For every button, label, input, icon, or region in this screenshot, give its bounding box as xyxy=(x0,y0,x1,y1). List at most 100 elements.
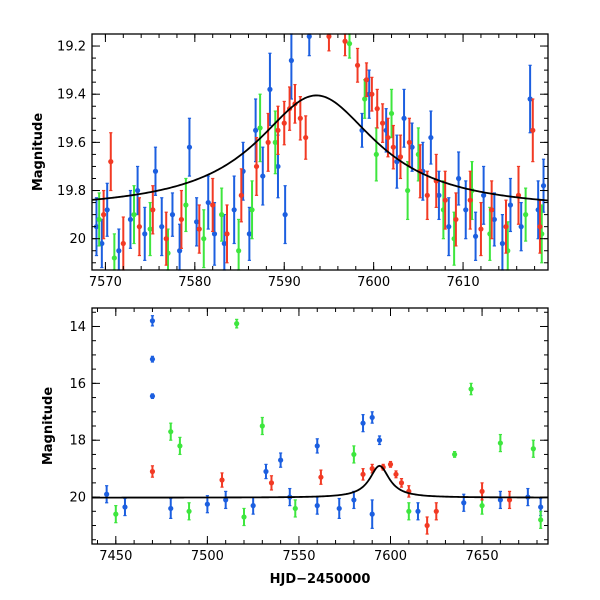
point-marker xyxy=(147,226,153,232)
point-marker xyxy=(268,480,275,486)
point-marker xyxy=(537,224,543,230)
point-marker xyxy=(497,440,503,446)
point-marker xyxy=(150,207,156,213)
point-marker xyxy=(219,477,225,483)
point-marker xyxy=(186,144,193,150)
point-marker xyxy=(506,497,513,503)
point-marker xyxy=(401,115,407,121)
data-point xyxy=(224,204,230,264)
data-point xyxy=(406,502,412,521)
x-tick-label: 7610 xyxy=(447,275,480,290)
point-marker xyxy=(159,224,165,230)
data-point xyxy=(506,490,513,510)
point-marker xyxy=(390,144,396,150)
data-point xyxy=(523,187,529,242)
point-marker xyxy=(530,446,536,452)
data-point xyxy=(104,182,110,237)
data-point xyxy=(359,112,365,148)
point-marker xyxy=(127,216,134,223)
data-point xyxy=(388,88,395,139)
data-point xyxy=(186,117,193,177)
data-point xyxy=(149,355,156,363)
data-point xyxy=(369,411,375,424)
point-marker xyxy=(497,497,503,503)
data-point xyxy=(467,170,473,230)
point-marker xyxy=(236,248,242,254)
point-marker xyxy=(177,443,183,449)
data-point xyxy=(376,435,383,446)
point-marker xyxy=(223,497,229,503)
data-point xyxy=(409,122,415,172)
point-marker xyxy=(479,488,485,494)
point-marker xyxy=(318,474,324,480)
point-marker xyxy=(149,468,156,475)
point-marker xyxy=(376,437,383,443)
data-point xyxy=(183,177,189,233)
point-marker xyxy=(194,219,200,225)
point-marker xyxy=(379,120,386,126)
data-point xyxy=(282,185,288,245)
point-marker xyxy=(93,224,100,230)
point-marker xyxy=(503,224,509,230)
point-marker xyxy=(241,514,247,520)
point-marker xyxy=(116,248,122,254)
point-marker xyxy=(260,173,266,179)
data-point xyxy=(108,132,114,192)
data-point xyxy=(159,197,165,257)
data-point xyxy=(246,206,252,261)
point-marker xyxy=(177,248,183,254)
data-point xyxy=(530,439,536,458)
point-marker xyxy=(101,212,107,218)
point-marker xyxy=(297,115,303,121)
data-point xyxy=(234,318,240,329)
x-tick-label: 7570 xyxy=(89,275,122,290)
point-marker xyxy=(478,226,484,232)
point-marker xyxy=(263,468,269,475)
data-point xyxy=(390,124,396,170)
point-marker xyxy=(120,240,126,247)
data-point xyxy=(351,445,357,464)
point-marker xyxy=(406,139,413,145)
data-point xyxy=(363,62,370,98)
point-marker xyxy=(461,500,467,506)
point-marker xyxy=(196,226,202,232)
point-marker xyxy=(111,255,117,261)
data-point xyxy=(481,165,487,225)
data-point xyxy=(369,463,375,474)
data-point xyxy=(318,469,324,485)
data-point xyxy=(260,146,266,206)
point-marker xyxy=(472,233,479,239)
point-marker xyxy=(152,168,159,174)
data-point xyxy=(507,177,514,233)
point-marker xyxy=(275,163,281,170)
data-point xyxy=(142,206,148,261)
point-marker xyxy=(342,38,348,44)
y-tick-label: 14 xyxy=(69,320,86,335)
y-tick-label: 19.8 xyxy=(57,184,86,199)
point-marker xyxy=(393,471,399,477)
point-marker xyxy=(415,508,421,514)
point-marker xyxy=(104,491,110,497)
point-marker xyxy=(397,154,404,160)
point-marker xyxy=(463,207,469,213)
data-point xyxy=(503,199,509,254)
point-marker xyxy=(374,106,380,112)
data-point xyxy=(150,185,156,235)
data-point xyxy=(405,161,411,221)
x-tick-label: 7580 xyxy=(178,275,211,290)
panel-zoom: 7570 7580 7590 7600 7610 19.2 19.4 19.6 19.8 20 M… xyxy=(31,33,549,290)
data-point xyxy=(374,88,380,129)
y-tick-label: 19.2 xyxy=(57,40,86,55)
data-point xyxy=(518,201,524,252)
data-point xyxy=(127,189,134,249)
point-marker xyxy=(250,503,256,509)
data-point xyxy=(238,168,244,223)
data-point xyxy=(223,490,229,510)
data-point xyxy=(259,416,265,436)
point-marker xyxy=(149,393,156,399)
point-marker xyxy=(272,139,278,145)
data-point xyxy=(292,499,298,518)
data-point xyxy=(178,189,185,249)
full-data-points xyxy=(104,315,544,535)
point-marker xyxy=(491,216,497,223)
